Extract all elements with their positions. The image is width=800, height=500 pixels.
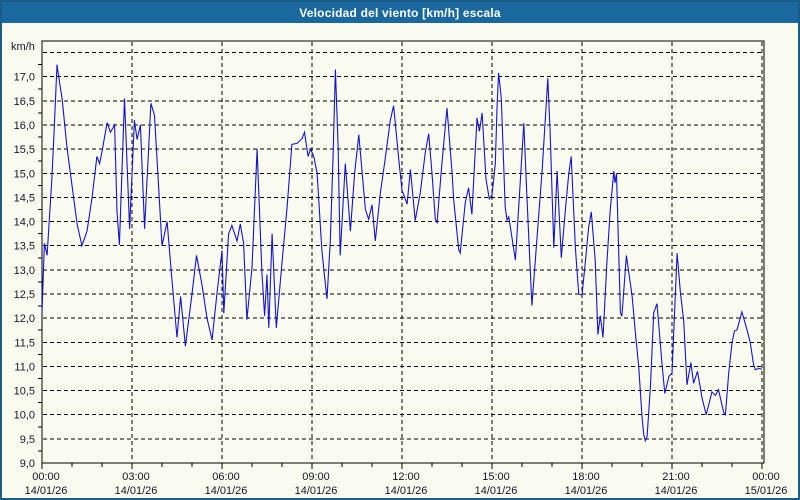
y-axis-tick-label: 14,0	[14, 217, 35, 229]
x-axis-date-label: 14/01/26	[385, 485, 428, 497]
x-axis-time-label: 03:00	[122, 471, 150, 483]
x-axis-time-label: 15:00	[482, 471, 510, 483]
y-axis-tick-label: 16,5	[14, 96, 35, 108]
wind-speed-chart: 17,0 16,5 16,0 15,5 15,0 14,5 14,0 13,5 13,0 12,5…	[2, 23, 798, 498]
y-axis-tick-label: 12,5	[14, 289, 35, 301]
x-axis-date-label: 14/01/26	[25, 485, 68, 497]
y-axis-tick-label: 16,0	[14, 120, 35, 132]
y-axis-tick-label: 9,0	[20, 458, 35, 470]
x-axis-date-label: 15/01/26	[745, 485, 788, 497]
y-axis-tick-label: 12,0	[14, 313, 35, 325]
y-axis-tick-label: 11,0	[14, 361, 35, 373]
y-axis-tick-label: 17,0	[14, 72, 35, 84]
x-axis-date-label: 14/01/26	[205, 485, 248, 497]
x-axis-time-label: 00:00	[32, 471, 60, 483]
y-axis-tick-label: 10,5	[14, 386, 35, 398]
y-axis-tick-label: 11,5	[14, 337, 35, 349]
y-axis-tick-label: 15,0	[14, 168, 35, 180]
x-axis-time-label: 21:00	[662, 471, 690, 483]
x-axis-date-label: 14/01/26	[115, 485, 158, 497]
chart-title: Velocidad del viento [km/h] escala	[299, 5, 501, 20]
x-axis-time-label: 06:00	[212, 471, 240, 483]
y-axis-tick-label: 15,5	[14, 144, 35, 156]
y-axis-tick-label: 13,0	[14, 265, 35, 277]
x-axis-date-label: 14/01/26	[565, 485, 608, 497]
x-axis-time-label: 18:00	[572, 471, 600, 483]
y-axis-tick-label: 13,5	[14, 241, 35, 253]
x-axis-date-label: 14/01/26	[655, 485, 698, 497]
x-axis-time-label: 00:00	[752, 471, 780, 483]
x-axis-date-label: 14/01/26	[295, 485, 338, 497]
y-axis-unit-label: km/h	[11, 41, 35, 53]
y-axis-tick-label: 14,5	[14, 192, 35, 204]
wind-speed-line	[41, 64, 763, 443]
y-axis-tick-label: 9,5	[20, 434, 35, 446]
y-axis-tick-label: 10,0	[14, 410, 35, 422]
x-axis-time-label: 09:00	[302, 471, 330, 483]
x-axis-time-label: 12:00	[392, 471, 420, 483]
x-axis-date-label: 14/01/26	[475, 485, 518, 497]
plot-svg: 17,0 16,5 16,0 15,5 15,0 14,5 14,0 13,5 13,0 12,5…	[11, 40, 788, 497]
chart-title-bar: Velocidad del viento [km/h] escala	[2, 2, 798, 23]
